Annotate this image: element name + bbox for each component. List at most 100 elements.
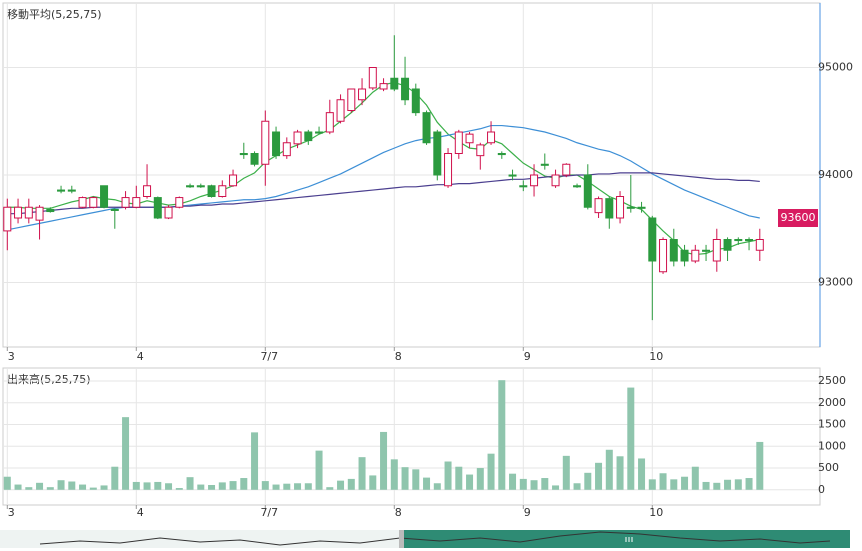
candle-body	[379, 83, 388, 90]
x-tick-label: 3	[8, 350, 15, 363]
price-title: 移動平均(5,25,75)	[7, 7, 102, 21]
volume-bar	[89, 487, 97, 490]
candle-body	[368, 67, 377, 89]
candle-body	[551, 174, 560, 187]
candle-body	[691, 249, 700, 262]
volume-bar	[552, 485, 560, 490]
candle-body	[250, 153, 259, 165]
volume-bar	[659, 473, 667, 490]
last-price-box	[778, 209, 818, 227]
volume-bar	[616, 456, 624, 490]
volume-bar	[595, 462, 603, 490]
volume-bar	[122, 417, 130, 490]
x-tick-label: 8	[395, 506, 402, 519]
candle-body	[755, 239, 764, 251]
navigator-grip[interactable]	[625, 537, 633, 542]
volume-bar	[240, 478, 248, 490]
volume-bar	[638, 458, 646, 490]
candle-body	[196, 185, 205, 188]
y-tick-label: 95000	[818, 61, 853, 74]
candle-body	[315, 131, 324, 134]
candle-body	[616, 196, 625, 219]
candle-body	[680, 249, 689, 262]
candle-body	[411, 88, 420, 114]
candle-body	[390, 77, 399, 90]
candle-body	[702, 249, 711, 252]
volume-bar	[57, 480, 65, 490]
volume-bar	[143, 482, 151, 490]
volume-bar	[3, 476, 11, 490]
candle-body	[712, 239, 721, 262]
y-tick-label: 0	[818, 483, 825, 496]
volume-bar	[272, 484, 280, 490]
volume-bar	[713, 482, 721, 490]
candle-body	[325, 112, 334, 133]
x-tick-label: 7/7	[260, 506, 278, 519]
moving-average-line	[7, 81, 760, 256]
volume-bar	[691, 466, 699, 490]
candle-body	[454, 131, 463, 154]
candle-body	[175, 197, 184, 208]
volume-bar	[100, 485, 108, 490]
y-tick-label: 1500	[818, 418, 846, 431]
volume-bar	[294, 483, 302, 490]
volume-bar	[466, 474, 474, 490]
y-tick-label: 1000	[818, 439, 846, 452]
candle-body	[35, 206, 44, 221]
candle-body	[508, 174, 517, 177]
candle-body	[605, 198, 614, 219]
candle-body	[121, 197, 130, 208]
volume-bar	[605, 449, 613, 490]
x-tick-label: 10	[649, 350, 663, 363]
volume-bar	[401, 467, 409, 490]
x-tick-label: 7/7	[260, 350, 278, 363]
candle-body	[626, 206, 635, 209]
volume-bar	[251, 432, 259, 490]
volume-bar	[648, 479, 656, 490]
candle-body	[293, 131, 302, 145]
volume-bar	[745, 478, 753, 490]
candle-body	[433, 131, 442, 176]
volume-bar	[79, 484, 87, 490]
volume-bar	[455, 466, 463, 490]
volume-bar	[498, 380, 506, 490]
candle-body	[745, 239, 754, 242]
volume-bar	[627, 387, 635, 490]
volume-bar	[261, 481, 269, 490]
y-tick-label: 2000	[818, 396, 846, 409]
navigator[interactable]	[0, 530, 850, 548]
candle-body	[723, 239, 732, 251]
volume-bar	[165, 483, 173, 490]
candle-body	[78, 197, 87, 208]
candle-body	[497, 153, 506, 156]
candle-body	[186, 185, 195, 188]
candle-body	[519, 185, 528, 188]
candle-body	[540, 163, 549, 166]
navigator-handle[interactable]	[399, 530, 404, 548]
volume-bar	[519, 478, 527, 490]
volume-bar	[132, 481, 140, 490]
candle-body	[239, 153, 248, 156]
candle-body	[3, 206, 12, 232]
volume-bar	[315, 450, 323, 490]
volume-bar	[390, 459, 398, 490]
candle-body	[465, 133, 474, 144]
volume-bar	[541, 478, 549, 490]
candle-body	[347, 88, 356, 111]
x-tick-label: 9	[524, 506, 531, 519]
volume-bar	[476, 468, 484, 490]
candle-body	[282, 142, 291, 157]
volume-bar	[283, 483, 291, 490]
volume-bar	[218, 482, 226, 490]
candle-body	[207, 185, 216, 197]
candle-body	[422, 112, 431, 144]
volume-bar	[433, 483, 441, 490]
candle-body	[444, 153, 453, 187]
candle-body	[401, 77, 410, 101]
volume-bar	[186, 477, 194, 490]
candle-body	[261, 120, 270, 165]
volume-bar	[14, 484, 22, 490]
volume-bar	[208, 484, 216, 490]
candle-body	[14, 206, 23, 219]
